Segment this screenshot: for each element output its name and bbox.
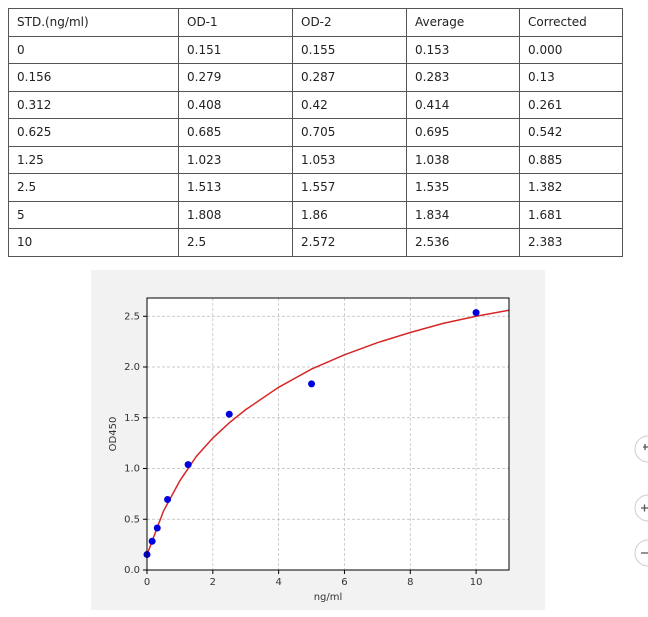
table-cell: 1.25 [8,145,179,174]
y-tick-label: 0.0 [124,565,140,576]
table-cell: 0.885 [519,145,623,174]
x-tick-label: 0 [144,577,150,588]
table-cell: 1.681 [519,200,623,229]
table-row: STD.(ng/ml) OD-1 OD-2 Average Corrected [8,8,623,37]
table-cell: 0.42 [292,90,407,119]
table-cell: 1.535 [406,173,520,202]
table-cell: STD.(ng/ml) [8,8,179,37]
table-cell: 0.685 [178,118,293,147]
y-tick-label: 1.5 [124,413,140,424]
table-cell: 2.572 [292,228,407,257]
table-cell: 2.536 [406,228,520,257]
x-tick-label: 10 [470,577,483,588]
table-row: 0.625 0.685 0.705 0.695 0.542 [8,118,623,147]
table-cell: 0.151 [178,35,293,64]
table-row: 1.25 1.023 1.053 1.038 0.885 [8,145,623,174]
plot-frame [146,297,510,571]
table-cell: 10 [8,228,179,257]
table-row: 10 2.5 2.572 2.536 2.383 [8,228,623,257]
data-table: STD.(ng/ml) OD-1 OD-2 Average Corrected 0 0.15… [8,8,623,257]
table-cell: Corrected [519,8,623,37]
y-tick-label: 2.5 [124,311,140,322]
table-cell: 2.5 [8,173,179,202]
table-cell: 0.312 [8,90,179,119]
data-point [308,380,316,388]
table-cell: 5 [8,200,179,229]
x-axis-label: ng/ml [314,592,343,603]
table-cell: OD-1 [178,8,293,37]
table-row: 0.312 0.408 0.42 0.414 0.261 [8,90,623,119]
y-tick-label: 0.5 [124,514,140,525]
y-tick-label: 2.0 [124,362,140,373]
x-tick-label: 8 [407,577,413,588]
table-row: 5 1.808 1.86 1.834 1.681 [8,200,623,229]
table-cell: 1.557 [292,173,407,202]
table-cell: 0.287 [292,63,407,92]
data-point [164,495,172,503]
table-cell: 2.5 [178,228,293,257]
data-point [225,410,233,418]
fit-curve [146,309,510,556]
control-icons [641,444,648,554]
table-cell: Average [406,8,520,37]
table-cell: 1.808 [178,200,293,229]
table-cell: 0.705 [292,118,407,147]
table-row: 2.5 1.513 1.557 1.535 1.382 [8,173,623,202]
data-point [472,309,480,317]
table-cell: 0.155 [292,35,407,64]
zoom-controls [634,435,648,567]
table-cell: 0.695 [406,118,520,147]
x-tick-label: 4 [275,577,281,588]
table-cell: 0.414 [406,90,520,119]
table-cell: 1.023 [178,145,293,174]
table-cell: 2.383 [519,228,623,257]
plot-area [147,298,509,570]
data-point [184,461,192,469]
x-tick-label: 2 [210,577,216,588]
table-cell: 1.038 [406,145,520,174]
y-tick-label: 1.0 [124,464,140,475]
y-axis-label: OD450 [108,417,119,452]
x-tick-label: 6 [341,577,347,588]
data-point [153,524,161,532]
table-cell: 1.513 [178,173,293,202]
reset-button[interactable] [634,435,648,463]
table-cell: 1.053 [292,145,407,174]
table-cell: 1.382 [519,173,623,202]
table-row: 0 0.151 0.155 0.153 0.000 [8,35,623,64]
table-cell: 0.283 [406,63,520,92]
table-cell: 0.542 [519,118,623,147]
data-point [148,537,156,545]
table-cell: 1.86 [292,200,407,229]
